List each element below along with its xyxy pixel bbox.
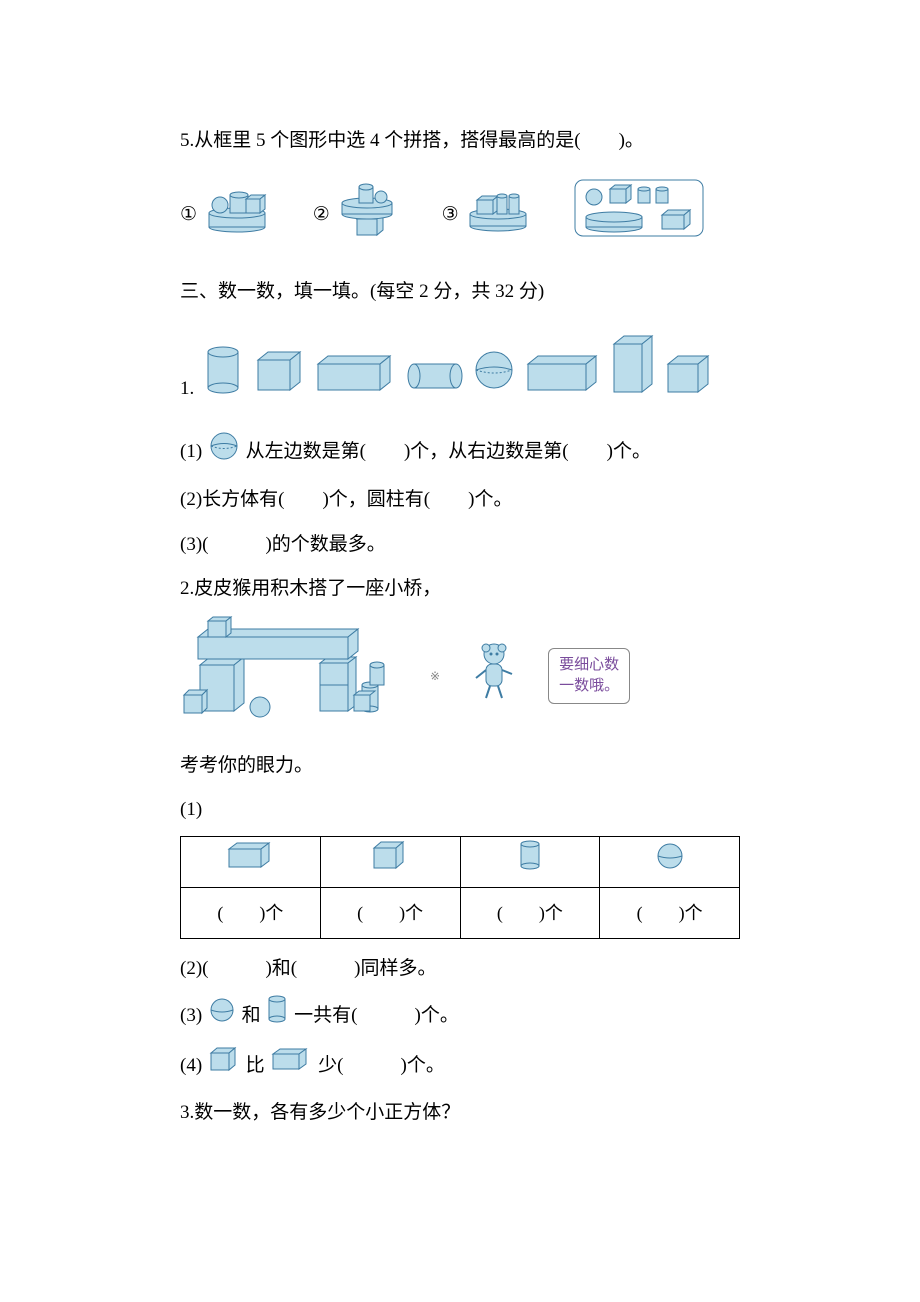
s3-q2-2: (2)( )和( )同样多。	[180, 951, 780, 987]
svg-text:1.: 1.	[180, 378, 194, 399]
q1-1-text: 从左边数是第( )个，从右边数是第( )个。	[246, 441, 651, 462]
s3-q2-test: 考考你的眼力。	[180, 748, 780, 784]
q1-1-prefix: (1)	[180, 441, 202, 462]
cell-cube: ( )个	[320, 888, 460, 939]
q5-option-2: ②	[313, 177, 397, 252]
monkey-icon: ※	[430, 665, 440, 688]
q2-4-pre: (4)	[180, 1055, 202, 1076]
s3-q3: 3.数一数，各有多少个小正方体？	[180, 1095, 780, 1131]
q2-3-pre: (3)	[180, 1005, 202, 1026]
monkey-figure	[470, 640, 518, 713]
cuboid-icon	[271, 1047, 311, 1086]
q2-3-post: 一共有( )个。	[294, 1005, 459, 1026]
q5-figures: ① ②	[180, 177, 780, 252]
option-label-1: ①	[180, 197, 197, 233]
s3-q1-shapes: 1.	[180, 332, 780, 417]
cell-sphere: ( )个	[600, 888, 740, 939]
q5-option-3: ③	[442, 184, 530, 245]
q5-text: 5.从框里 5 个图形中选 4 个拼搭，搭得最高的是( )。	[180, 123, 780, 159]
th-cube	[320, 837, 460, 888]
cube-icon	[209, 1046, 239, 1087]
option-label-3: ③	[442, 197, 459, 233]
s3-q1-1: (1) 从左边数是第( )个，从右边数是第( )个。	[180, 431, 780, 474]
shape-count-table: ( )个 ( )个 ( )个 ( )个	[180, 836, 740, 939]
sphere-icon	[209, 431, 239, 474]
s3-q2-4: (4) 比 少( )个。	[180, 1046, 780, 1087]
q2-4-mid: 比	[246, 1055, 265, 1076]
s3-q1-3: (3)( )的个数最多。	[180, 527, 780, 563]
th-cuboid	[181, 837, 321, 888]
q2-4-post: 少( )个。	[318, 1055, 445, 1076]
bridge-figure	[180, 615, 400, 738]
speech-bubble: 要细心数 一数哦。	[548, 648, 630, 704]
q2-3-mid: 和	[242, 1005, 261, 1026]
section3-header: 三、数一数，填一填。(每空 2 分，共 32 分)	[180, 274, 780, 310]
q5-option-1: ①	[180, 183, 268, 246]
option-label-2: ②	[313, 197, 330, 233]
s3-q2-1-pre: (1)	[180, 792, 780, 828]
speech-text: 要细心数 一数哦。	[559, 657, 619, 694]
cylinder-icon	[267, 995, 287, 1038]
th-sphere	[600, 837, 740, 888]
q5-shapes-box	[574, 179, 704, 250]
th-cylinder	[460, 837, 600, 888]
cell-cuboid: ( )个	[181, 888, 321, 939]
s3-q2-intro: 2.皮皮猴用积木搭了一座小桥，	[180, 571, 780, 607]
sphere-icon	[209, 997, 235, 1036]
s3-q2-3: (3) 和 一共有( )个。	[180, 995, 780, 1038]
cell-cylinder: ( )个	[460, 888, 600, 939]
s3-q1-2: (2)长方体有( )个，圆柱有( )个。	[180, 482, 780, 518]
